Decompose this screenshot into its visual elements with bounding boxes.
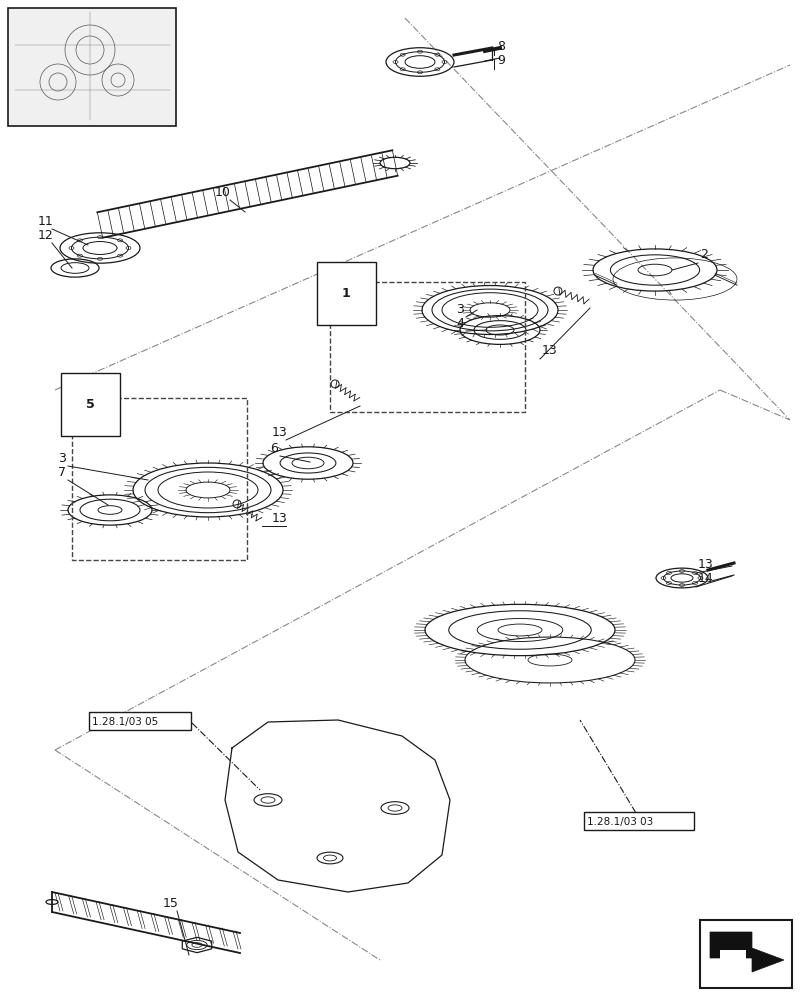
- Text: 9: 9: [496, 54, 504, 67]
- Text: 5: 5: [86, 398, 95, 411]
- Text: 1: 1: [341, 287, 350, 300]
- Text: 13: 13: [272, 426, 287, 439]
- Text: 8: 8: [496, 40, 504, 53]
- Bar: [8, 8, 176, 126]
- Bar: [719, 950, 745, 960]
- FancyBboxPatch shape: [583, 812, 693, 830]
- Text: 11: 11: [38, 215, 54, 228]
- Text: 4: 4: [456, 317, 463, 330]
- Bar: [699, 920, 791, 988]
- Text: 7: 7: [58, 466, 66, 479]
- Text: 13: 13: [272, 512, 287, 525]
- Text: 13: 13: [697, 558, 713, 571]
- Bar: [72, 398, 247, 560]
- Text: 2: 2: [699, 248, 707, 261]
- Text: 10: 10: [215, 186, 230, 199]
- Text: 3: 3: [456, 303, 463, 316]
- Text: 1.28.1/03 03: 1.28.1/03 03: [586, 817, 652, 827]
- Text: 13: 13: [541, 344, 557, 357]
- Text: 14: 14: [697, 572, 713, 585]
- Text: 3: 3: [58, 452, 66, 465]
- Polygon shape: [709, 932, 783, 972]
- Text: 1.28.1/03 05: 1.28.1/03 05: [92, 717, 158, 727]
- Text: 6: 6: [270, 442, 277, 455]
- Bar: [329, 282, 525, 412]
- Text: 15: 15: [163, 897, 178, 910]
- FancyBboxPatch shape: [89, 712, 191, 730]
- Text: 12: 12: [38, 229, 54, 242]
